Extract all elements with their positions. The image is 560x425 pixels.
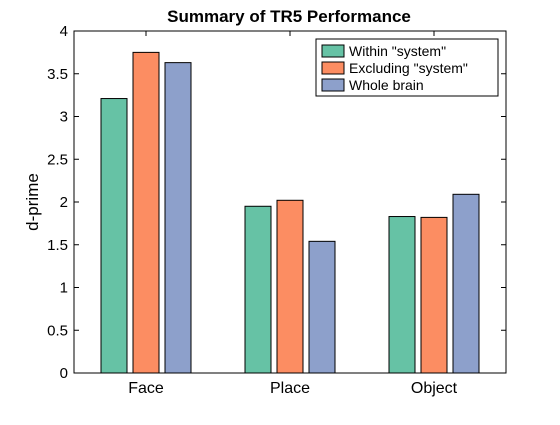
- bar-face-series-2: [132, 51, 160, 374]
- y-tick-label: 1: [60, 280, 68, 297]
- x-tick-label: Object: [411, 380, 458, 397]
- y-axis-label: d-prime: [23, 173, 42, 231]
- legend-box: [315, 38, 499, 97]
- legend-label: Excluding "system": [349, 60, 468, 76]
- bar-face-series-1: [100, 98, 128, 374]
- y-tick-label: 4: [60, 23, 68, 40]
- y-tick-label: 3.5: [47, 66, 68, 83]
- y-tick-label: 2.5: [47, 151, 68, 168]
- y-tick-label: 0.5: [47, 322, 68, 339]
- y-tick-label: 3: [60, 109, 68, 126]
- bar-place-series-2: [276, 199, 304, 374]
- bar-object-series-2: [420, 216, 448, 374]
- legend: Within "system"Excluding "system"Whole b…: [315, 38, 499, 97]
- plot-area: 0 0.5 1 1.5 2 2.5 3 3.5 4 Face Place Object: [47, 23, 507, 397]
- legend-label: Within "system": [349, 43, 446, 59]
- bar-face-series-3: [164, 62, 192, 374]
- bar-object-series-3: [452, 193, 480, 374]
- bar-object-series-1: [388, 216, 416, 374]
- legend-swatch: [321, 78, 345, 92]
- legend-swatch: [321, 44, 345, 58]
- bar-place-series-3: [308, 240, 336, 374]
- y-tick-label: 0: [60, 365, 68, 382]
- legend-label: Whole brain: [349, 77, 424, 93]
- y-tick-label: 2: [60, 194, 68, 211]
- legend-swatch: [321, 61, 345, 75]
- x-tick-label: Face: [128, 380, 164, 397]
- y-tick-label: 1.5: [47, 237, 68, 254]
- x-tick-label: Place: [270, 380, 310, 397]
- chart-title: Summary of TR5 Performance: [167, 7, 411, 26]
- bar-place-series-1: [244, 205, 272, 374]
